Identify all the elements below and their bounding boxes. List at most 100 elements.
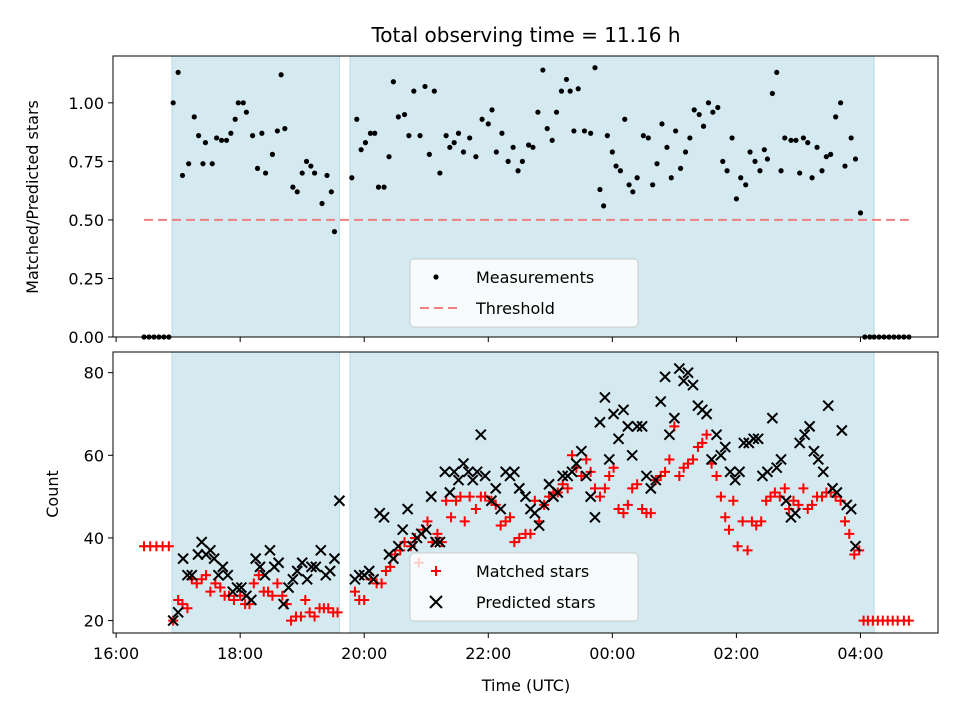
measurement-point: [431, 88, 437, 94]
bottom-y-axis-label: Count: [43, 470, 62, 518]
predicted-stars-point: [626, 449, 638, 462]
predicted-stars-point: [729, 474, 741, 486]
measurement-point: [535, 109, 541, 115]
matched-stars-point: [422, 516, 433, 527]
measurement-point: [175, 69, 181, 75]
measurement-point: [782, 135, 788, 141]
matched-stars-point: [272, 578, 283, 589]
matched-stars-point: [903, 615, 914, 626]
matched-stars-point: [332, 607, 343, 618]
predicted-stars-point: [594, 416, 606, 428]
predicted-stars-point: [789, 507, 802, 519]
predicted-stars-point: [836, 424, 848, 437]
measurement-point: [769, 90, 775, 97]
panel-counts: 20 40 60 80 16:00 18:00 20:00 22:00 00:00 02:00 04…: [84, 351, 939, 663]
measurement-point: [299, 170, 305, 176]
predicted-stars-point: [715, 449, 727, 462]
measurement-point: [249, 133, 256, 139]
measurement-point: [630, 189, 636, 195]
measurement-point: [805, 140, 811, 146]
measurement-point: [447, 144, 453, 150]
predicted-stars-point: [425, 490, 437, 503]
predicted-stars-point: [287, 573, 299, 585]
matched-stars-point: [436, 537, 447, 548]
measurement-point: [814, 144, 820, 150]
predicted-stars-point: [584, 490, 597, 503]
matched-stars-point: [728, 495, 739, 506]
legend-label: Predicted stars: [476, 593, 596, 612]
measurement-point: [828, 151, 834, 157]
chart-title: Total observing time = 11.16 h: [370, 23, 680, 47]
matched-stars-point: [309, 611, 320, 622]
measurement-point: [659, 121, 665, 127]
measurement-point: [515, 168, 521, 174]
measurement-point: [324, 172, 330, 179]
predicted-stars-point: [677, 375, 690, 387]
measurement-point: [617, 168, 624, 174]
x-tick-label: 00:00: [589, 644, 635, 663]
predicted-stars-point: [467, 474, 479, 486]
measurement-point: [645, 135, 651, 141]
measurement-point: [437, 170, 443, 176]
matched-stars-point: [504, 512, 515, 523]
measurement-point: [196, 133, 202, 139]
y-tick-label: 0.75: [68, 152, 104, 171]
measurement-point: [592, 65, 598, 71]
measurement-point: [634, 175, 640, 181]
predicted-stars-point: [282, 581, 295, 594]
predicted-stars-point: [822, 400, 834, 412]
y-tick-label: 0.50: [68, 211, 104, 230]
measurement-point: [720, 158, 726, 164]
predicted-stars-point: [650, 474, 662, 486]
measurement-point: [223, 137, 230, 143]
measurement-point: [800, 135, 806, 141]
predicted-stars-point: [566, 466, 578, 478]
measurement-point: [331, 229, 338, 235]
measurement-point: [259, 130, 265, 136]
measurement-point: [848, 135, 854, 141]
measurement-point: [668, 175, 674, 181]
measurement-point: [202, 140, 209, 146]
predicted-stars-point: [705, 453, 718, 466]
measurement-point: [417, 133, 423, 139]
matched-stars-point: [267, 590, 278, 601]
predicted-stars-point: [406, 540, 419, 552]
predicted-stars-point: [724, 466, 736, 478]
measurement-point: [358, 147, 364, 153]
predicted-stars-point: [457, 457, 470, 470]
predicted-stars-point: [249, 552, 262, 565]
predicted-stars-point: [659, 371, 671, 383]
y-tick-label: 1.00: [68, 94, 104, 113]
predicted-stars-point: [396, 523, 409, 536]
matched-stars-point: [604, 470, 615, 481]
predicted-stars-point: [831, 486, 843, 499]
x-tick-label: 20:00: [341, 644, 387, 663]
measurement-point: [519, 158, 525, 164]
predicted-stars-point: [761, 466, 774, 478]
predicted-stars-point: [452, 474, 465, 486]
matched-stars-point: [599, 483, 610, 494]
measurement-point: [390, 79, 396, 85]
predicted-stars-point: [710, 428, 723, 441]
predicted-stars-point: [328, 552, 341, 565]
measurement-point: [778, 168, 784, 174]
measurement-point: [842, 163, 848, 169]
legend-measurement-marker: [433, 274, 439, 280]
legend-label: Matched stars: [476, 562, 589, 581]
predicted-stars-point: [738, 437, 750, 449]
matched-stars-point: [645, 508, 656, 519]
matched-stars-point: [385, 561, 396, 572]
matched-stars-point: [664, 454, 675, 465]
matched-stars-point: [405, 541, 416, 552]
measurement-point: [308, 163, 314, 169]
y-tick-label: 20: [84, 612, 104, 631]
matched-stars-point: [844, 528, 855, 539]
measurement-point: [558, 88, 565, 94]
measurement-point: [724, 168, 730, 174]
predicted-stars-point: [434, 536, 446, 548]
measurement-point: [191, 114, 197, 120]
measurement-point: [473, 154, 479, 160]
measurement-point: [563, 76, 570, 83]
x-tick-label: 02:00: [713, 644, 759, 663]
matched-stars-point: [455, 491, 466, 502]
